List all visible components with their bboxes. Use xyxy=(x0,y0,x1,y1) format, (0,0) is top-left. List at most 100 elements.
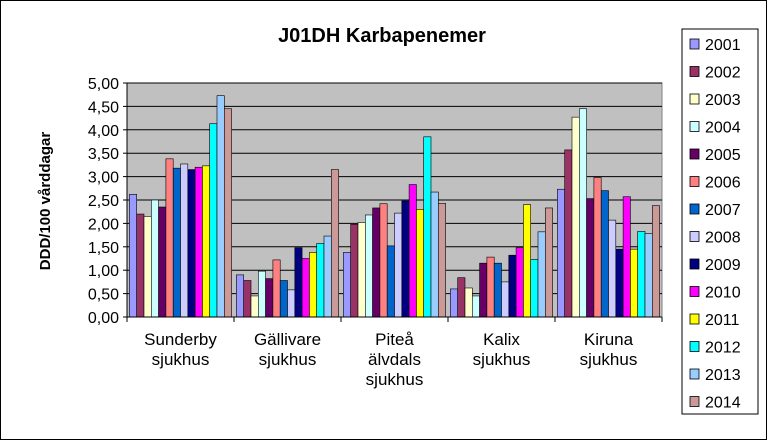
bar xyxy=(158,206,167,318)
bar xyxy=(457,277,466,318)
bar xyxy=(287,289,296,318)
x-tick-label: Piteå älvdals sjukhus xyxy=(366,330,424,389)
y-tick-label: 4,00 xyxy=(88,123,119,140)
bar xyxy=(564,149,573,318)
bar xyxy=(309,252,317,318)
legend-swatch xyxy=(689,148,700,160)
legend-label: 2010 xyxy=(705,285,741,302)
bar xyxy=(401,200,410,318)
bar xyxy=(265,278,274,318)
legend-label: 2006 xyxy=(705,175,741,192)
bar xyxy=(330,169,339,318)
bar xyxy=(464,287,473,318)
bar xyxy=(343,252,351,318)
bar xyxy=(637,231,646,318)
bar xyxy=(386,245,395,318)
bar xyxy=(216,95,225,318)
x-tick-label: Gällivare sjukhus xyxy=(254,330,321,369)
bar xyxy=(165,158,174,318)
bar xyxy=(408,184,417,318)
bar xyxy=(501,281,510,318)
bar xyxy=(537,231,546,318)
y-tick-label: 3,50 xyxy=(88,146,119,163)
legend-swatch xyxy=(689,341,700,352)
bar xyxy=(224,108,232,318)
bar xyxy=(316,243,325,318)
bar xyxy=(644,233,653,318)
legend-swatch xyxy=(689,313,700,325)
bar xyxy=(372,207,381,318)
bar xyxy=(430,191,439,318)
y-tick-label: 1,50 xyxy=(88,240,119,257)
legend-swatch xyxy=(689,231,700,242)
x-tick-label: Kiruna sjukhus xyxy=(580,330,638,369)
bar xyxy=(194,166,203,318)
bar xyxy=(622,196,631,318)
bar xyxy=(586,198,595,318)
legend-label: 2004 xyxy=(705,120,741,137)
bar xyxy=(450,288,458,318)
legend-label: 2001 xyxy=(705,37,741,54)
bar xyxy=(615,248,624,318)
legend-label: 2007 xyxy=(705,202,741,219)
legend: 2001 2002 2003 2004 2005 2006 2007 2008 2009 2010… xyxy=(681,28,759,415)
bar xyxy=(202,165,210,318)
legend-swatch xyxy=(689,38,700,50)
legend-label: 2002 xyxy=(705,65,741,82)
legend-label: 2012 xyxy=(705,340,741,357)
legend-swatch xyxy=(689,203,700,215)
legend-label: 2011 xyxy=(705,312,740,329)
y-tick-label: 5,00 xyxy=(88,76,119,93)
bar xyxy=(557,188,566,318)
bar xyxy=(651,205,660,318)
bar xyxy=(250,295,259,318)
x-tick-labels: Sunderby sjukhus Gällivare sjukhus Piteå älvd… xyxy=(144,330,637,389)
bar xyxy=(172,167,181,318)
bar xyxy=(544,207,553,318)
axes xyxy=(123,82,663,322)
bar xyxy=(180,163,189,318)
bar xyxy=(508,254,517,318)
bar xyxy=(279,280,288,318)
y-tick-labels: 0,00 0,50 1,00 1,50 2,00 2,50 3,00 3,50 4,00 4,50… xyxy=(88,76,119,327)
legend-label: 2003 xyxy=(705,92,741,109)
bar xyxy=(530,259,539,318)
bar xyxy=(350,224,359,318)
legend-label: 2009 xyxy=(705,257,741,274)
legend-swatch xyxy=(689,176,700,187)
bar xyxy=(209,123,218,318)
bar xyxy=(600,190,609,318)
legend-label: 2005 xyxy=(705,147,741,164)
bar xyxy=(423,136,432,318)
bar xyxy=(187,169,196,318)
legend-swatch xyxy=(689,66,700,77)
legend-swatch xyxy=(689,121,700,132)
bar xyxy=(151,199,159,318)
legend-label: 2013 xyxy=(705,367,741,384)
legend-swatch xyxy=(689,258,700,270)
bar xyxy=(523,204,532,318)
bar xyxy=(630,248,639,318)
bar xyxy=(143,216,152,318)
bar xyxy=(394,212,403,318)
bar xyxy=(323,235,332,318)
legend-swatch xyxy=(689,368,700,380)
y-axis-label: DDD/100 vårddagar xyxy=(37,132,54,271)
bar xyxy=(129,194,137,318)
bars xyxy=(129,95,660,318)
bar xyxy=(593,177,602,318)
bar xyxy=(437,202,446,318)
y-tick-label: 0,50 xyxy=(88,287,119,304)
y-tick-label: 4,50 xyxy=(88,99,119,116)
bar xyxy=(471,295,480,318)
bar xyxy=(608,219,617,318)
x-tick-label: Kalix sjukhus xyxy=(473,330,531,369)
chart-title: J01DH Karbapenemer xyxy=(278,25,486,47)
legend-swatch xyxy=(689,396,700,407)
bar xyxy=(294,247,303,318)
bar xyxy=(136,213,145,318)
y-tick-label: 2,50 xyxy=(88,193,119,210)
bar xyxy=(515,247,524,318)
bar xyxy=(357,222,366,318)
legend-swatch xyxy=(689,286,700,297)
